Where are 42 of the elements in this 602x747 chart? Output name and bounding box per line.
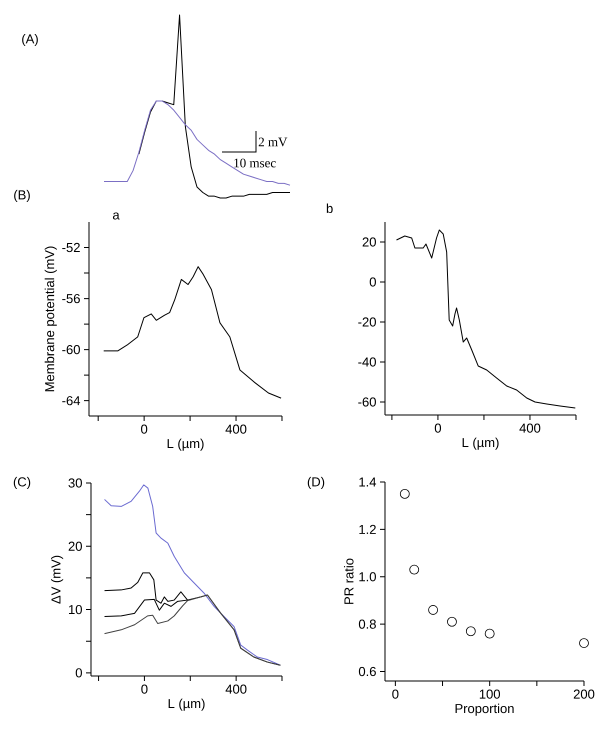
y-tick-label: 20 — [68, 542, 82, 551]
y-tick-label: -60 — [62, 345, 80, 354]
y-tick-label: -52 — [62, 242, 80, 252]
y-tick-label: -20 — [358, 317, 376, 327]
y-tick-label: 0.8 — [358, 620, 376, 629]
text: (A) — [22, 34, 38, 46]
x-tick-label: 400 — [226, 684, 246, 694]
x-tick-label: 400 — [519, 424, 540, 433]
y-tick-label: -40 — [358, 357, 376, 367]
x-tick-label: 200 — [574, 690, 594, 699]
y-axis-title: ΔV (mV) — [51, 556, 64, 604]
x-axis-title: Proportion — [456, 704, 514, 716]
chart-title: b — [326, 204, 333, 214]
text: (C) — [14, 476, 30, 490]
y-tick-label: 0.6 — [358, 666, 376, 676]
y-tick-label: 0 — [370, 277, 376, 287]
y-tick-label: 10 — [68, 604, 82, 614]
y-tick-label: 1.0 — [359, 572, 376, 582]
y-axis-title: Membrane potential (mV) — [44, 246, 57, 392]
y-tick-label: -64 — [62, 396, 80, 406]
x-tick-label: 0 — [141, 424, 148, 434]
y-tick-label: 1.2 — [359, 524, 376, 534]
y-tick-label: 1.4 — [359, 478, 376, 486]
x-tick-label: 400 — [225, 424, 246, 434]
annotation: 2 mV — [258, 138, 288, 146]
chart-title: a — [112, 212, 120, 220]
x-axis-title: L (µm) — [168, 698, 205, 711]
y-tick-label: -60 — [358, 397, 376, 407]
x-axis-title: L (µm) — [462, 438, 499, 450]
y-axis-title: PR ratio — [344, 558, 354, 604]
text: (D) — [308, 476, 324, 490]
annotation: 10 msec — [234, 158, 276, 168]
text: (B) — [14, 190, 30, 202]
x-tick-label: 0 — [141, 684, 148, 694]
y-tick-label: -56 — [62, 294, 80, 304]
y-tick-label: 30 — [68, 478, 82, 488]
x-tick-label: 0 — [392, 690, 398, 699]
x-axis-title: L (µm) — [168, 438, 204, 451]
x-tick-label: 100 — [480, 690, 500, 699]
x-tick-label: 0 — [434, 424, 442, 433]
y-tick-label: 20 — [362, 237, 376, 247]
y-tick-label: 0 — [76, 668, 82, 678]
